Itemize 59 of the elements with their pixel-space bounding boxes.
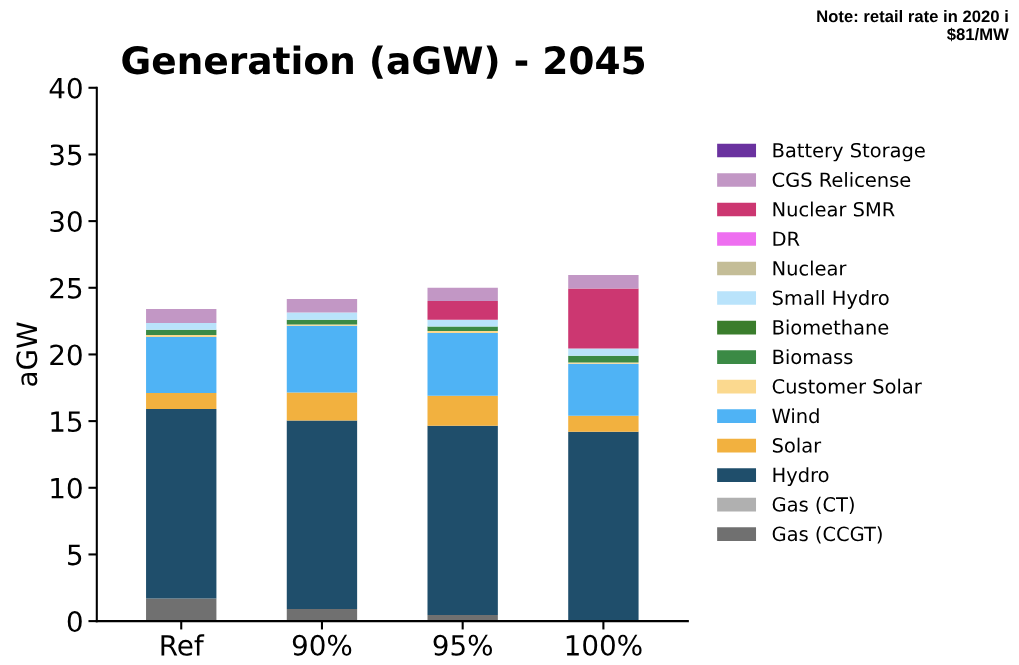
- legend-label: Battery Storage: [773, 142, 925, 162]
- legend-label: Wind: [772, 408, 819, 424]
- legend-label: Nuclear SMR: [773, 201, 895, 217]
- bar: [146, 335, 217, 338]
- legend-label: Biomethane: [773, 319, 889, 335]
- bar: [568, 415, 639, 432]
- x-tick-label: 90%: [292, 634, 352, 656]
- bar: [146, 337, 217, 394]
- legend-label: Nuclear: [773, 260, 847, 276]
- y-tick-label: 25: [50, 277, 82, 299]
- legend-label: DR: [773, 231, 800, 246]
- legend-label: CGS Relicense: [772, 172, 911, 188]
- bar: [427, 395, 498, 426]
- bar: [568, 288, 639, 349]
- legend-label: Solar: [772, 437, 822, 453]
- bar: [568, 363, 639, 416]
- x-tick-label: 100%: [566, 634, 642, 656]
- legend-label: Gas (CCGT): [772, 526, 882, 544]
- legend-label: Small Hydro: [772, 290, 889, 309]
- bar: [286, 420, 358, 610]
- legend-label: Biomass: [773, 349, 853, 365]
- bar: [568, 431, 639, 622]
- bar: [286, 392, 358, 421]
- legend-label: Customer Solar: [772, 378, 922, 394]
- y-tick-label: 40: [49, 77, 82, 99]
- y-tick-label: 10: [51, 477, 82, 499]
- bar: [427, 425, 498, 616]
- chart-title: Generation (aGW) - 2045: [122, 45, 645, 79]
- bar: [146, 329, 217, 336]
- bar: [427, 319, 498, 327]
- bar: [146, 409, 217, 599]
- bar: [427, 331, 498, 334]
- y-tick-label: 20: [50, 344, 82, 366]
- bar: [286, 325, 358, 393]
- y-tick-label: 30: [50, 211, 82, 233]
- bar: [568, 355, 639, 363]
- bar: [568, 275, 639, 289]
- bar: [286, 609, 358, 622]
- y-tick-label: 15: [51, 411, 82, 433]
- bar: [146, 393, 217, 410]
- bar: [286, 299, 358, 313]
- bar: [146, 598, 217, 622]
- bar: [146, 309, 217, 324]
- text: Note: retail rate in 2020 i $81/MW: [817, 9, 1009, 42]
- bar: [427, 333, 498, 396]
- x-tick-label: Ref: [161, 634, 205, 656]
- y-tick-label: 35: [50, 144, 82, 166]
- bar: [286, 312, 358, 320]
- bar: [146, 323, 217, 330]
- y-axis-title: aGW: [16, 322, 38, 386]
- bar: [427, 326, 498, 332]
- y-tick-label: 0: [67, 611, 82, 633]
- legend-label: Hydro: [773, 467, 829, 486]
- x-tick-label: 95%: [433, 634, 493, 656]
- bar: [427, 301, 498, 320]
- bar: [568, 348, 639, 356]
- bar: [427, 287, 498, 302]
- y-tick-label: 5: [68, 544, 82, 566]
- legend-label: Gas (CT): [772, 496, 854, 515]
